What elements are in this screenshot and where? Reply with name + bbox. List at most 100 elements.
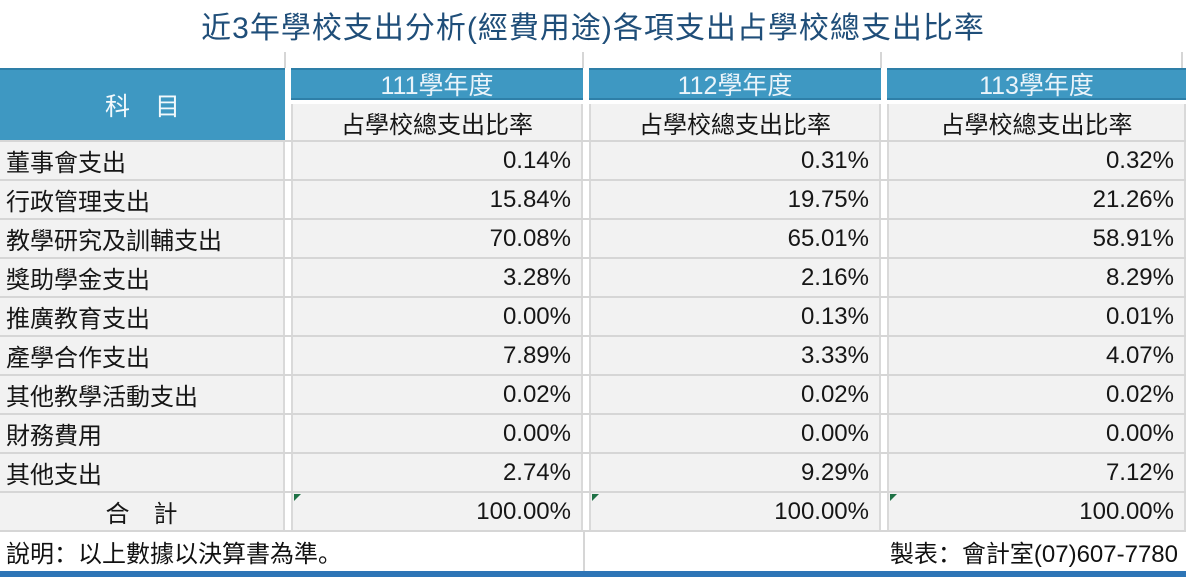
column-gap — [285, 298, 291, 335]
column-gap — [881, 142, 887, 179]
table-row: 其他支出 2.74% 9.29% 7.12% — [0, 454, 1186, 493]
table-row: 推廣教育支出 0.00% 0.13% 0.01% — [0, 298, 1186, 337]
header-ratio-111: 占學校總支出比率 — [291, 104, 583, 140]
bottom-border-bar — [0, 571, 1186, 577]
table-body: 董事會支出 0.14% 0.31% 0.32% 行政管理支出 15.84% 19.75% 21… — [0, 142, 1186, 493]
expenditure-table: 科 目 111學年度 112學年度 113學年度 占學校總支出比率 占學校總支出… — [0, 68, 1186, 577]
table-row: 董事會支出 0.14% 0.31% 0.32% — [0, 142, 1186, 181]
gridline-stub — [284, 52, 286, 68]
row-label-cell: 獎助學金支出 — [0, 259, 285, 296]
table-row: 其他教學活動支出 0.02% 0.02% 0.02% — [0, 376, 1186, 415]
column-gap — [881, 220, 887, 257]
column-gap — [881, 259, 887, 296]
row-value-cell-112: 2.16% — [589, 259, 881, 296]
table-row: 行政管理支出 15.84% 19.75% 21.26% — [0, 181, 1186, 220]
row-value-cell-112: 3.33% — [589, 337, 881, 374]
header-year-113: 113學年度 — [887, 68, 1186, 100]
column-gap — [583, 220, 589, 257]
column-gap — [583, 181, 589, 218]
column-gap — [881, 415, 887, 452]
cell-flag-icon — [592, 494, 599, 501]
column-gap — [285, 337, 291, 374]
gridline-stub — [1181, 52, 1183, 68]
row-value-cell-113: 0.02% — [887, 376, 1186, 413]
row-value-cell-111: 7.89% — [291, 337, 583, 374]
column-gap — [881, 181, 887, 218]
column-gap — [285, 259, 291, 296]
column-gap — [583, 259, 589, 296]
row-value-cell-111: 0.00% — [291, 298, 583, 335]
table-header: 科 目 111學年度 112學年度 113學年度 占學校總支出比率 占學校總支出… — [0, 68, 1186, 142]
column-gap — [285, 454, 291, 491]
row-value-cell-112: 65.01% — [589, 220, 881, 257]
row-label-cell: 董事會支出 — [0, 142, 285, 179]
row-label-cell: 財務費用 — [0, 415, 285, 452]
column-gap — [583, 376, 589, 413]
row-value-cell-113: 7.12% — [887, 454, 1186, 491]
row-value-cell-112: 0.02% — [589, 376, 881, 413]
column-gap — [881, 376, 887, 413]
column-gap — [583, 454, 589, 491]
total-value-cell-112: 100.00% — [589, 493, 881, 530]
row-value-cell-113: 0.32% — [887, 142, 1186, 179]
row-value-cell-113: 21.26% — [887, 181, 1186, 218]
row-value-cell-112: 9.29% — [589, 454, 881, 491]
header-year-112: 112學年度 — [589, 68, 881, 100]
header-ratio-113: 占學校總支出比率 — [887, 104, 1186, 140]
gridline-stub — [880, 52, 882, 68]
column-gap — [583, 298, 589, 335]
row-label-cell: 教學研究及訓輔支出 — [0, 220, 285, 257]
cell-flag-icon — [890, 494, 897, 501]
total-value-cell-111: 100.00% — [291, 493, 583, 530]
column-gap — [583, 142, 589, 179]
row-value-cell-112: 0.13% — [589, 298, 881, 335]
column-gap — [583, 337, 589, 374]
row-value-cell-112: 0.00% — [589, 415, 881, 452]
page-title: 近3年學校支出分析(經費用途)各項支出占學校總支出比率 — [201, 12, 985, 45]
row-value-cell-113: 0.01% — [887, 298, 1186, 335]
row-label-cell: 行政管理支出 — [0, 181, 285, 218]
table-row: 獎助學金支出 3.28% 2.16% 8.29% — [0, 259, 1186, 298]
row-value-cell-111: 3.28% — [291, 259, 583, 296]
column-gap — [881, 454, 887, 491]
row-value-cell-111: 2.74% — [291, 454, 583, 491]
row-value-cell-111: 0.00% — [291, 415, 583, 452]
row-label-cell: 推廣教育支出 — [0, 298, 285, 335]
column-gap — [881, 298, 887, 335]
row-label-cell: 其他支出 — [0, 454, 285, 491]
column-gap — [583, 415, 589, 452]
row-value-cell-111: 15.84% — [291, 181, 583, 218]
column-gap — [881, 337, 887, 374]
footer-note: 說明：以上數據以決算書為準。 — [0, 532, 583, 571]
row-value-cell-111: 0.02% — [291, 376, 583, 413]
column-gap — [285, 142, 291, 179]
table-row: 財務費用 0.00% 0.00% 0.00% — [0, 415, 1186, 454]
row-value-cell-113: 0.00% — [887, 415, 1186, 452]
table-row-total: 合 計 100.00% 100.00% 100.00% — [0, 493, 1186, 532]
title-bar: 近3年學校支出分析(經費用途)各項支出占學校總支出比率 — [0, 0, 1186, 50]
column-gap — [285, 376, 291, 413]
header-ratio-112: 占學校總支出比率 — [589, 104, 881, 140]
row-label-cell: 產學合作支出 — [0, 337, 285, 374]
footer-maker: 製表：會計室(07)607-7780 — [583, 532, 1186, 571]
row-value-cell-113: 8.29% — [887, 259, 1186, 296]
row-value-cell-112: 0.31% — [589, 142, 881, 179]
total-value-cell-113: 100.00% — [887, 493, 1186, 530]
table-row: 教學研究及訓輔支出 70.08% 65.01% 58.91% — [0, 220, 1186, 259]
row-value-cell-112: 19.75% — [589, 181, 881, 218]
column-gap — [285, 415, 291, 452]
row-value-cell-111: 70.08% — [291, 220, 583, 257]
row-value-cell-111: 0.14% — [291, 142, 583, 179]
column-gap — [285, 220, 291, 257]
column-gap — [285, 181, 291, 218]
gridline-stub — [582, 52, 584, 68]
table-row: 產學合作支出 7.89% 3.33% 4.07% — [0, 337, 1186, 376]
header-subject-cell: 科 目 — [0, 68, 285, 140]
header-year-111: 111學年度 — [291, 68, 583, 100]
row-value-cell-113: 58.91% — [887, 220, 1186, 257]
table-footer: 說明：以上數據以決算書為準。 製表：會計室(07)607-7780 — [0, 532, 1186, 571]
cell-flag-icon — [294, 494, 301, 501]
total-label-cell: 合 計 — [0, 493, 285, 530]
row-label-cell: 其他教學活動支出 — [0, 376, 285, 413]
